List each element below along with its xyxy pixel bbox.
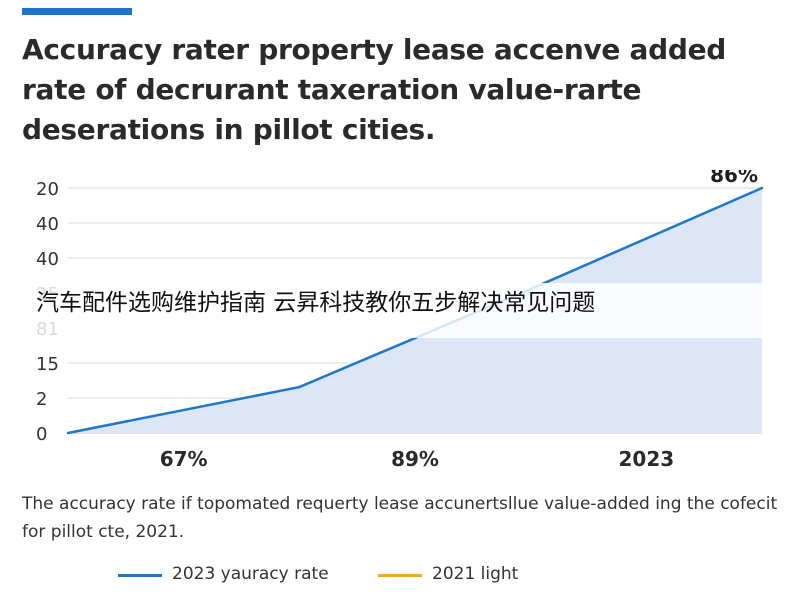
chart-caption: The accuracy rate if topomated requerty … — [22, 494, 778, 542]
legend-label-series-2: 2021 light — [432, 564, 519, 584]
overlay-text: 汽车配件选购维护指南 云昇科技教你五步解决常见问题 — [36, 290, 596, 316]
area-layer — [68, 188, 762, 433]
x-tick-label: 89% — [391, 447, 439, 471]
series-line-segment — [66, 385, 301, 435]
legend-swatch-series-1 — [118, 574, 162, 577]
overlay-banner — [0, 283, 800, 338]
y-tick-label: 20 — [36, 179, 59, 200]
chart-title: Accuracy rater property lease accenve ad… — [22, 33, 727, 146]
accent-bar — [22, 8, 132, 15]
y-tick-label: 40 — [36, 249, 59, 270]
y-tick-label: 15 — [36, 354, 59, 375]
legend-swatch-series-2 — [378, 574, 422, 577]
y-tick-label: 0 — [36, 424, 47, 445]
annotations: 86% — [710, 170, 758, 187]
x-axis-ticks: 67% 89% 2023 — [160, 447, 674, 471]
area-fill — [68, 188, 762, 433]
y-tick-label: 40 — [36, 214, 59, 235]
data-label: 86% — [710, 170, 758, 187]
x-tick-label: 2023 — [618, 447, 674, 471]
x-tick-label: 67% — [160, 447, 208, 471]
y-tick-label: 2 — [36, 389, 47, 410]
series-line-segment — [529, 186, 764, 291]
legend-label-series-1: 2023 yauracy rate — [172, 564, 329, 584]
